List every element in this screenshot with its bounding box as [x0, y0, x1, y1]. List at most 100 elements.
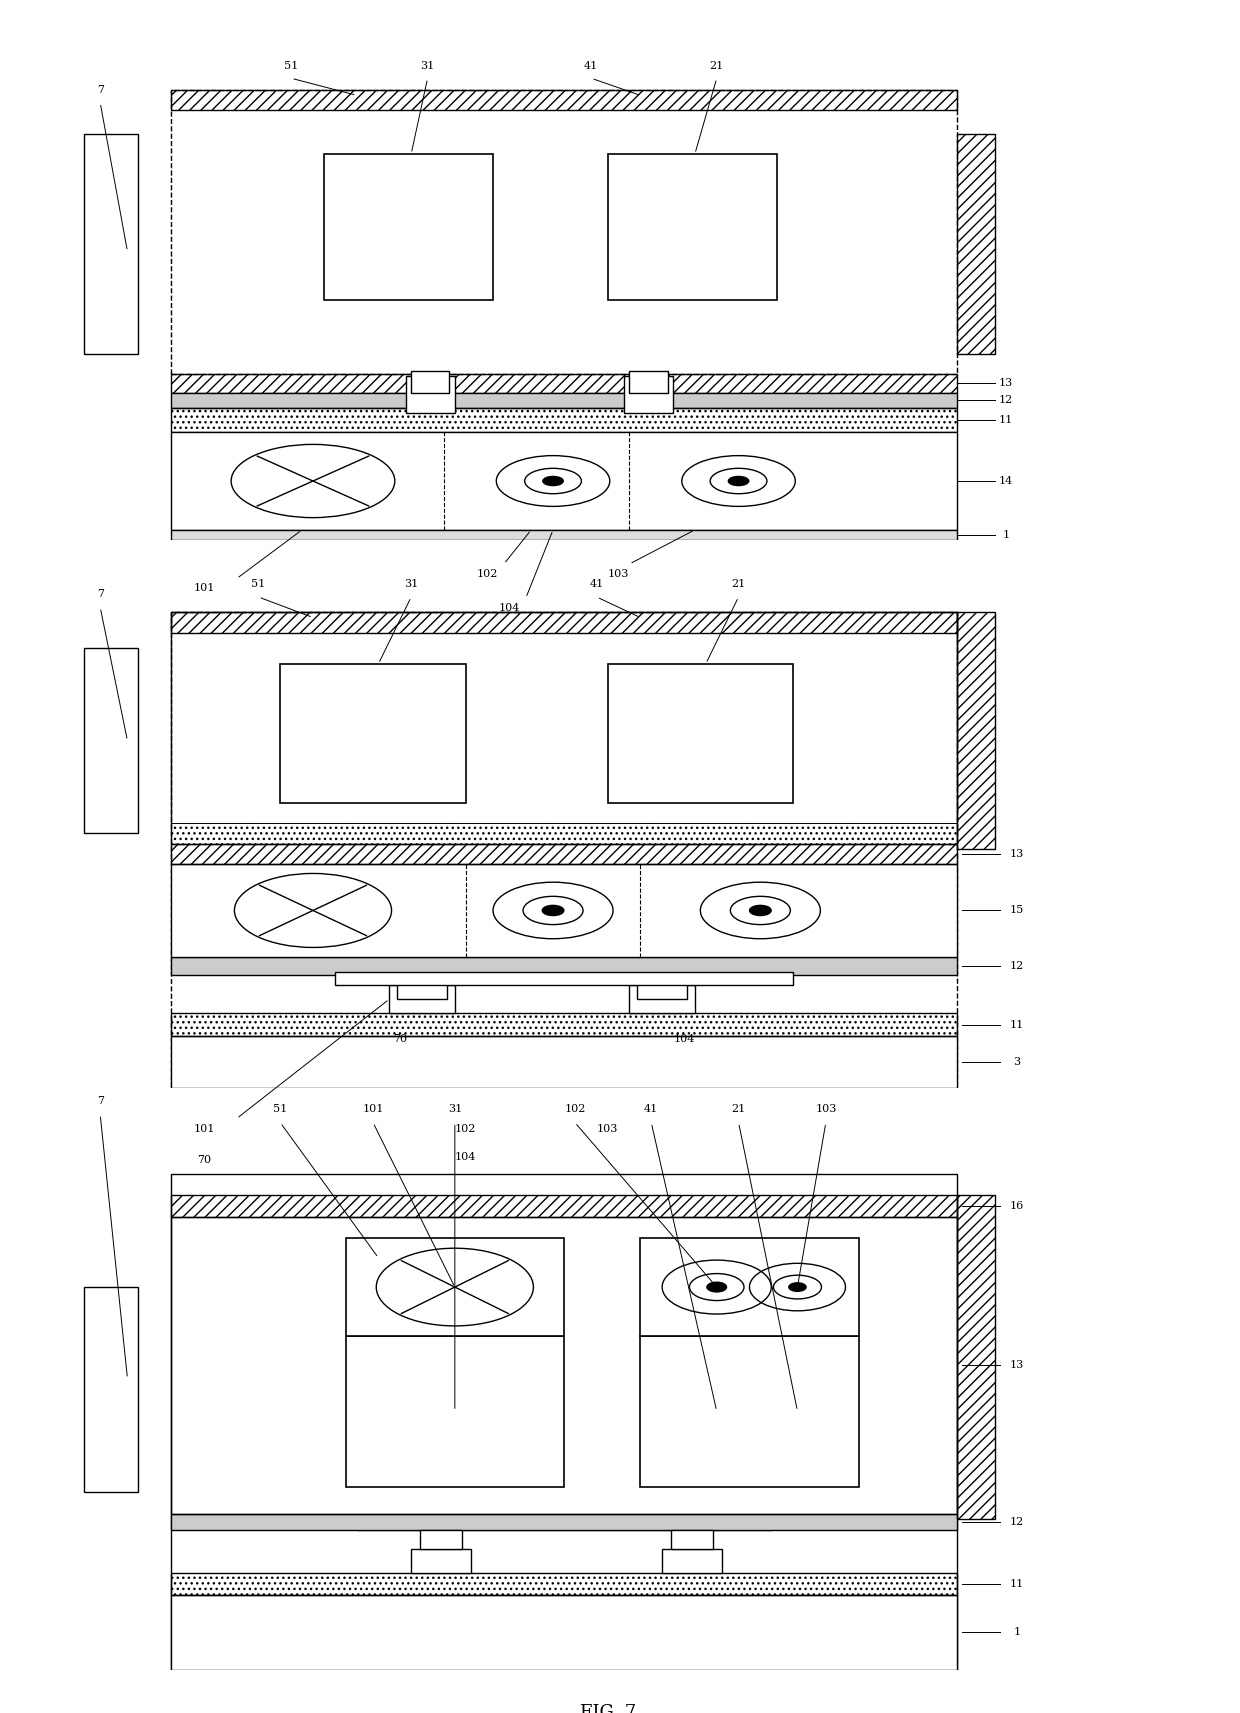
Bar: [671, 1530, 713, 1549]
Bar: [171, 613, 957, 845]
Circle shape: [543, 476, 563, 485]
Text: FIG. 7: FIG. 7: [579, 1704, 636, 1713]
Text: FIG. 5: FIG. 5: [579, 735, 636, 754]
Bar: [640, 1238, 858, 1336]
Bar: [608, 154, 776, 300]
Circle shape: [728, 476, 749, 485]
Text: 41: 41: [644, 1103, 658, 1113]
Text: 31: 31: [448, 1103, 463, 1113]
Text: 51: 51: [284, 62, 299, 70]
Text: 51: 51: [252, 579, 265, 589]
Bar: [171, 432, 957, 529]
Text: 13: 13: [998, 379, 1013, 389]
Text: 70: 70: [491, 682, 506, 690]
Bar: [957, 613, 994, 850]
Bar: [171, 1514, 957, 1530]
Text: 104: 104: [455, 1153, 476, 1161]
Text: 21: 21: [732, 1103, 745, 1113]
Text: 31: 31: [420, 62, 435, 70]
Text: 13: 13: [1009, 850, 1024, 858]
Text: 3: 3: [1013, 1057, 1021, 1067]
Bar: [171, 529, 957, 540]
Bar: [171, 865, 957, 956]
Bar: [84, 1286, 139, 1492]
Bar: [346, 1336, 564, 1487]
Bar: [171, 408, 957, 432]
Bar: [171, 956, 957, 975]
Text: 41: 41: [589, 579, 604, 589]
Bar: [608, 665, 794, 802]
Bar: [171, 91, 957, 373]
Text: 12: 12: [1009, 961, 1024, 971]
Bar: [637, 983, 687, 999]
Circle shape: [789, 1283, 806, 1292]
Text: 7: 7: [97, 589, 104, 600]
Bar: [357, 1516, 771, 1530]
Bar: [630, 372, 667, 392]
Text: 41: 41: [584, 62, 599, 70]
Text: 103: 103: [596, 1124, 619, 1134]
Text: 103: 103: [608, 569, 629, 579]
Bar: [346, 1238, 564, 1336]
Text: 21: 21: [732, 579, 745, 589]
Text: 1: 1: [1002, 529, 1009, 540]
Bar: [420, 1530, 463, 1549]
Bar: [171, 613, 957, 634]
Text: 102: 102: [455, 1124, 476, 1134]
Text: 16: 16: [1009, 1201, 1024, 1211]
Bar: [324, 154, 494, 300]
Bar: [957, 1196, 994, 1519]
Bar: [957, 134, 994, 355]
Text: 102: 102: [564, 1103, 585, 1113]
Bar: [171, 1196, 957, 1216]
Text: 104: 104: [673, 1035, 694, 1043]
Bar: [397, 983, 448, 999]
Text: 70: 70: [197, 1155, 211, 1165]
Text: 101: 101: [193, 1124, 215, 1134]
Text: 12: 12: [998, 396, 1013, 406]
Circle shape: [542, 906, 564, 915]
Bar: [171, 373, 957, 392]
Bar: [171, 613, 957, 1088]
Text: 14: 14: [998, 476, 1013, 486]
Bar: [84, 648, 139, 834]
Bar: [412, 1549, 471, 1573]
Bar: [405, 377, 455, 413]
Text: 102: 102: [477, 569, 498, 579]
Text: 11: 11: [1009, 1019, 1024, 1030]
Bar: [662, 1549, 722, 1573]
Bar: [412, 372, 449, 392]
Bar: [171, 1216, 957, 1514]
Text: 51: 51: [273, 1103, 288, 1113]
Bar: [640, 1336, 858, 1487]
Text: 7: 7: [97, 1096, 104, 1107]
Text: 7: 7: [97, 86, 104, 96]
Bar: [171, 1595, 957, 1670]
Bar: [280, 665, 466, 802]
Text: 11: 11: [998, 415, 1013, 425]
Bar: [171, 1014, 957, 1036]
Text: 31: 31: [404, 579, 418, 589]
Bar: [630, 985, 694, 1014]
Circle shape: [749, 906, 771, 915]
Bar: [171, 392, 957, 408]
Text: 15: 15: [1009, 906, 1024, 915]
Bar: [335, 973, 794, 985]
Bar: [389, 985, 455, 1014]
Text: 21: 21: [709, 62, 724, 70]
Text: 1: 1: [1013, 1627, 1021, 1638]
Bar: [171, 843, 957, 863]
Bar: [84, 134, 139, 355]
Text: 11: 11: [1009, 1579, 1024, 1590]
Text: 104: 104: [498, 603, 520, 613]
Bar: [171, 91, 957, 110]
Text: 103: 103: [815, 1103, 837, 1113]
Circle shape: [707, 1283, 727, 1292]
Bar: [171, 1036, 957, 1088]
Text: 13: 13: [1009, 1360, 1024, 1370]
Text: 101: 101: [193, 584, 215, 593]
Text: 12: 12: [1009, 1516, 1024, 1526]
Text: 101: 101: [362, 1103, 383, 1113]
Bar: [171, 1173, 957, 1670]
Text: 70: 70: [393, 1035, 407, 1043]
